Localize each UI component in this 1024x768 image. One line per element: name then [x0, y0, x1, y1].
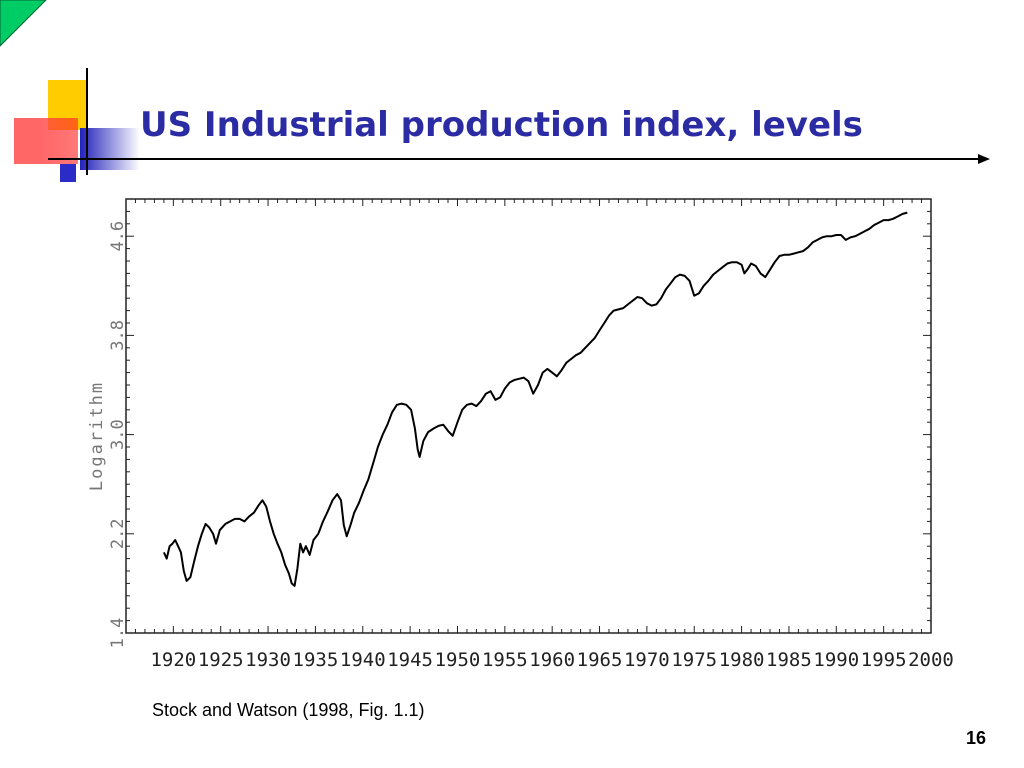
y-axis-label: Logarithm — [87, 381, 107, 491]
x-tick-label: 1930 — [245, 649, 291, 671]
page-number: 16 — [965, 728, 986, 748]
title-underline-arrow — [48, 154, 990, 164]
x-tick-label: 1980 — [719, 649, 765, 671]
y-tick-label: 3.8 — [108, 320, 128, 351]
slide-title: US Industrial production index, levels — [140, 105, 863, 145]
x-tick-label: 1975 — [671, 649, 717, 671]
x-tick-label: 1920 — [150, 649, 196, 671]
x-tick-label: 1940 — [340, 649, 386, 671]
y-tick-label: 4.6 — [108, 221, 128, 252]
title-block-decoration — [14, 68, 150, 182]
y-tick-label: 2.2 — [108, 518, 128, 549]
y-tick-label: 1.4 — [108, 618, 128, 649]
y-tick-label: 3.0 — [108, 419, 128, 450]
x-tick-label: 1925 — [198, 649, 244, 671]
figure-caption: Stock and Watson (1998, Fig. 1.1) — [152, 700, 425, 720]
x-tick-label: 1960 — [529, 649, 575, 671]
x-tick-label: 1970 — [624, 649, 670, 671]
x-tick-label: 1950 — [435, 649, 481, 671]
plot-frame — [125, 198, 932, 634]
corner-triangle-decoration — [0, 0, 47, 47]
x-tick-label: 1990 — [813, 649, 859, 671]
x-tick-label: 1955 — [482, 649, 528, 671]
x-tick-label: 1945 — [387, 649, 433, 671]
series-line — [162, 211, 908, 587]
industrial-production-chart: 1920 1925 1930 1935 1940 1945 1950 1955 1960 1965… — [87, 198, 954, 671]
x-tick-label: 2000 — [908, 649, 954, 671]
x-tick-label: 1935 — [293, 649, 339, 671]
x-tick-label: 1995 — [861, 649, 907, 671]
x-tick-label: 1985 — [766, 649, 812, 671]
x-tick-label: 1965 — [577, 649, 623, 671]
